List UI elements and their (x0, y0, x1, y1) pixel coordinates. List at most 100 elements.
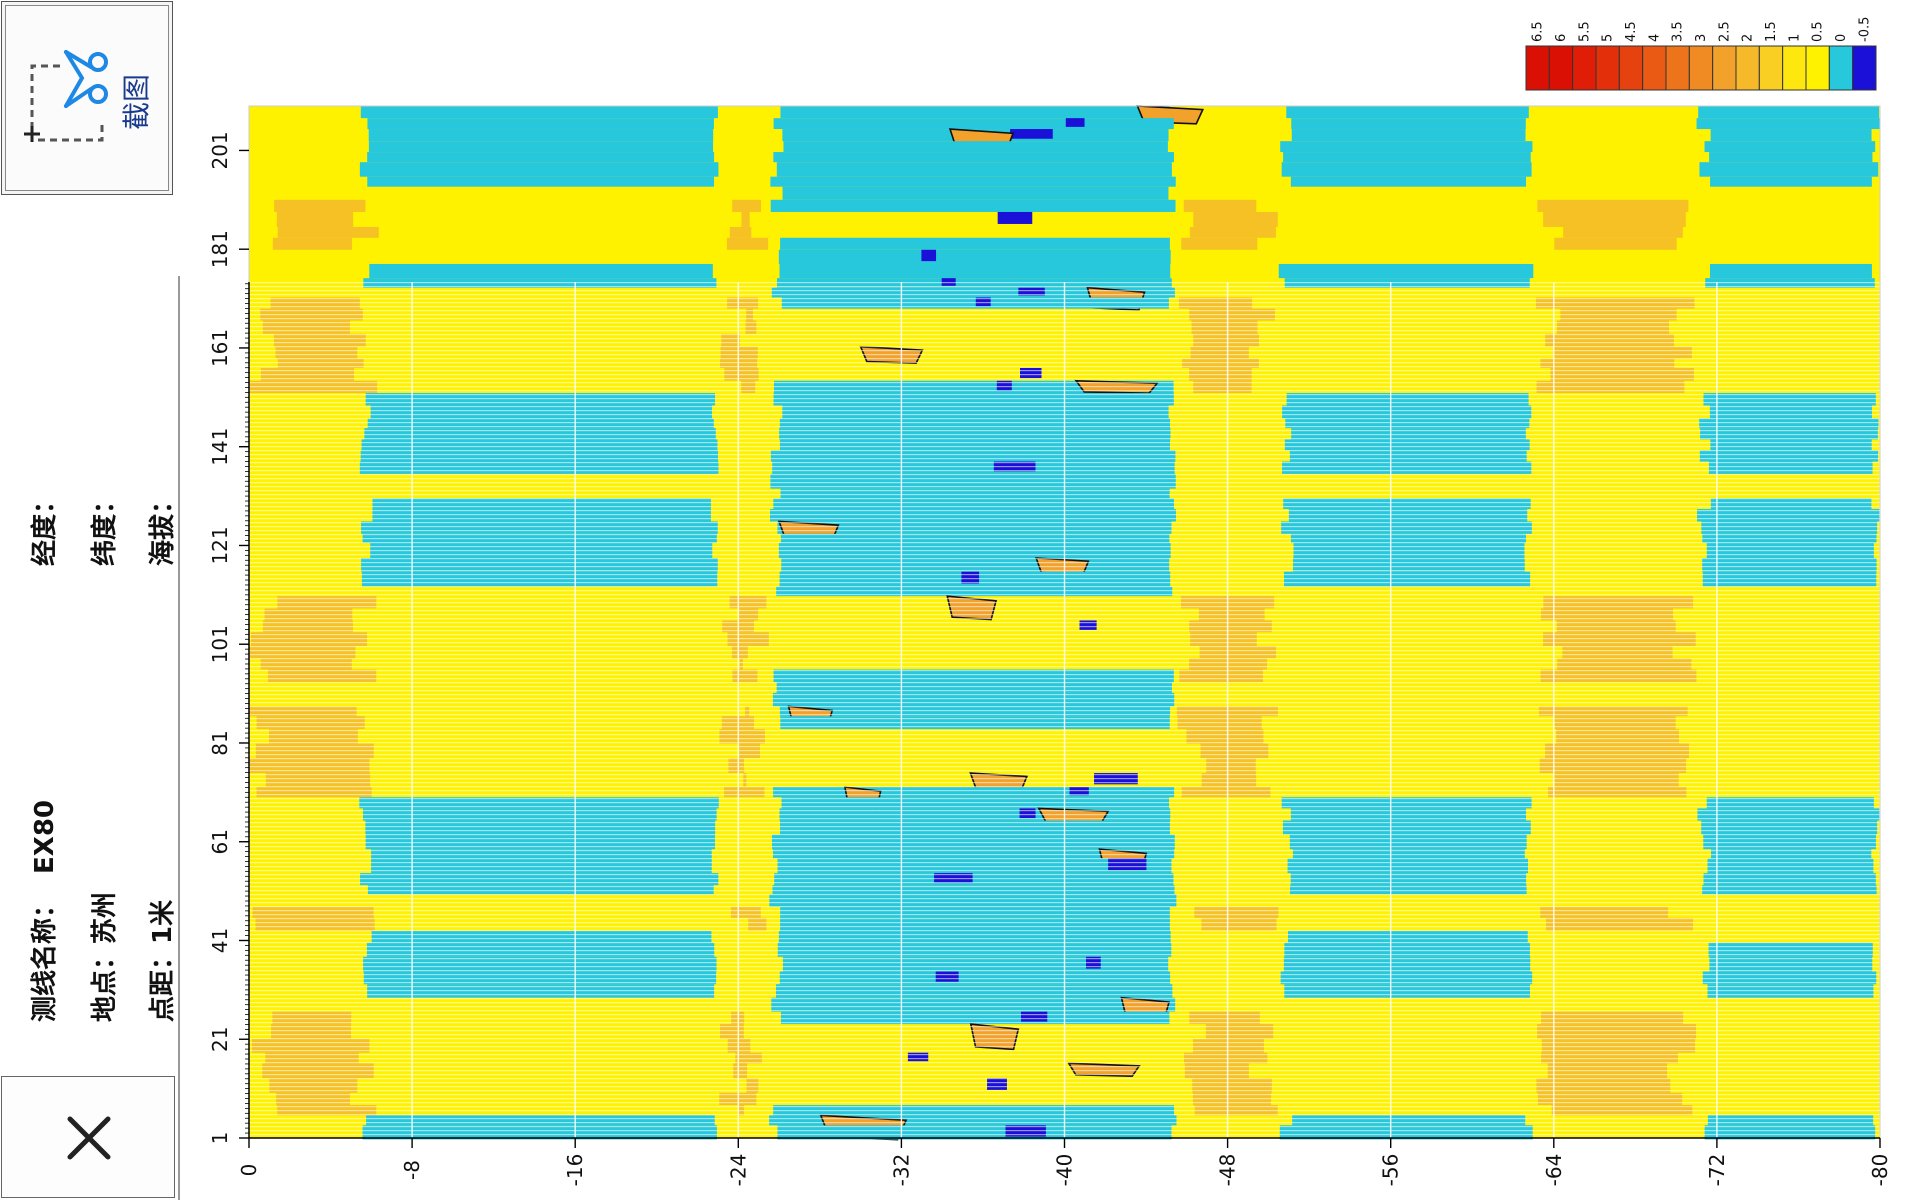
heat-cell (731, 645, 748, 659)
heat-cell (255, 917, 375, 931)
heat-cell (276, 211, 354, 227)
heat-cell (371, 930, 712, 943)
heat-cell (1281, 521, 1532, 534)
legend-label: 1 (1787, 34, 1802, 42)
heat-cell (776, 586, 1173, 597)
heat-cell (721, 333, 740, 347)
heat-cell (782, 186, 1169, 200)
heat-cell (975, 297, 991, 307)
heat-cell (260, 658, 352, 670)
heat-cell (730, 906, 761, 918)
heat-cell (1710, 176, 1872, 187)
heat-cell (780, 917, 1170, 931)
heat-cell (771, 287, 1175, 298)
heat-cell (268, 729, 358, 744)
legend-swatch (1852, 45, 1877, 91)
heat-cell (1536, 1078, 1671, 1093)
heat-cell (935, 971, 959, 982)
y-tick-label: 61 (208, 829, 232, 854)
heat-cell (256, 787, 372, 798)
heat-cell (1562, 645, 1673, 659)
heat-cell (719, 729, 765, 744)
heat-cell (360, 450, 718, 462)
heat-cell (277, 358, 364, 368)
heat-cell (372, 498, 711, 510)
heat-cell (1709, 956, 1873, 972)
heat-cell (777, 1125, 1172, 1140)
heat-cell (1699, 418, 1879, 429)
heat-cell (1292, 557, 1525, 572)
line-name-value: EX80 (30, 799, 60, 874)
heat-cell (779, 439, 1171, 451)
heat-cell (769, 1115, 1177, 1126)
close-button[interactable] (1, 1076, 175, 1198)
heat-cell (272, 237, 353, 250)
heat-cell (780, 237, 1170, 250)
x-tick-label: -48 (1216, 1154, 1240, 1187)
heat-cell (1710, 129, 1872, 142)
heat-cell (1194, 906, 1279, 918)
legend-swatch (1712, 45, 1737, 91)
heat-cell (1543, 211, 1686, 227)
heat-cell (961, 571, 980, 584)
y-tick-label: 141 (208, 428, 232, 466)
heat-cell (1282, 405, 1532, 419)
heat-cell (1192, 1078, 1272, 1093)
heat-cell (367, 118, 714, 130)
heat-cell (1189, 226, 1276, 238)
heat-cell (1199, 645, 1277, 659)
legend-swatch (1665, 45, 1690, 91)
x-tick-label: -8 (400, 1160, 424, 1180)
heat-cell (1282, 461, 1532, 474)
heat-cell (770, 176, 1176, 187)
legend-label: 4.5 (1624, 21, 1639, 42)
heat-cell (249, 706, 357, 717)
legend-label: 2 (1741, 34, 1756, 42)
heat-cell (267, 669, 377, 683)
heat-cell (1709, 152, 1873, 163)
heat-cell (907, 1052, 929, 1062)
heat-cell (359, 461, 719, 474)
x-tick-label: -80 (1868, 1154, 1892, 1187)
heat-cell (987, 1078, 1007, 1090)
heat-cell (367, 152, 715, 163)
heat-cell (368, 141, 714, 153)
y-tick-label: 21 (208, 1027, 232, 1052)
x-tick-label: -24 (726, 1154, 750, 1187)
screenshot-button[interactable]: 截图 (1, 1, 173, 195)
heat-cell (1292, 1115, 1526, 1126)
heat-cell (773, 152, 1174, 163)
heat-cell (1538, 706, 1688, 717)
heat-cell (361, 521, 718, 534)
heat-cell (1537, 199, 1689, 212)
spacing-value: 1米 (148, 899, 178, 944)
heat-cell (367, 176, 715, 187)
heat-cell (1179, 669, 1263, 683)
heat-cell (720, 346, 758, 359)
legend-swatch (1525, 45, 1550, 91)
x-tick-label: -32 (889, 1154, 913, 1187)
heat-cell (1079, 620, 1097, 630)
heat-cell (771, 997, 1176, 1012)
heat-cell (1019, 808, 1036, 819)
heat-cell (776, 682, 1172, 693)
legend-label: 3 (1694, 34, 1709, 42)
heat-cell (275, 346, 358, 359)
heat-cell (773, 669, 1174, 683)
heat-cell (1201, 773, 1257, 788)
heat-cell (271, 1024, 352, 1039)
heat-cell (1020, 1011, 1048, 1022)
heat-cell (1010, 129, 1053, 139)
heat-cell (1545, 917, 1694, 931)
legend-swatch (1782, 45, 1807, 91)
legend-swatch (1688, 45, 1714, 91)
heat-cell (1186, 729, 1264, 744)
longitude-label: 经度： (30, 487, 60, 566)
heat-cell (1065, 118, 1085, 127)
heat-cell (743, 773, 747, 788)
heat-cell (741, 211, 750, 227)
legend-label: 5 (1601, 34, 1616, 42)
heat-cell (778, 930, 1171, 943)
heat-cell (1554, 237, 1677, 250)
x-tick-label: 0 (237, 1164, 261, 1177)
